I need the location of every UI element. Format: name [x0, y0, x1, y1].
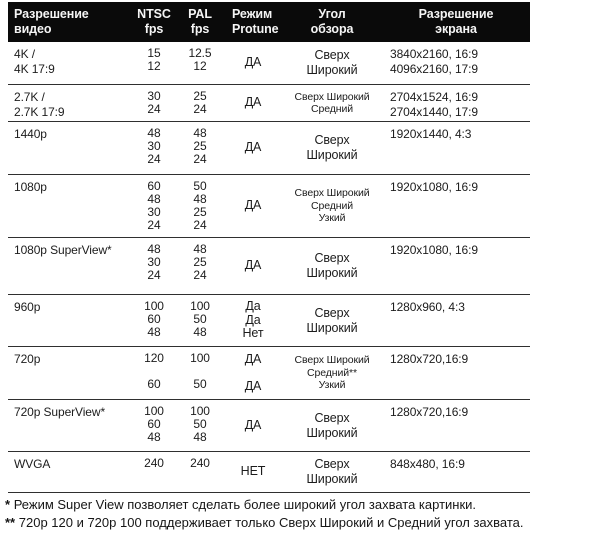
header-protune-mode: Режим Protune — [232, 7, 279, 36]
table-row-720p-superview: 720p SuperView* 100 60 48 100 50 48 ДА С… — [8, 400, 530, 452]
footnote-text: 720p 120 и 720p 100 поддерживает только … — [18, 515, 524, 530]
cell-resolution: 4K / 4K 17:9 — [14, 47, 55, 76]
cell-field-of-view: Сверх Широкий — [306, 305, 358, 335]
cell-resolution: 1080p SuperView* — [14, 243, 112, 257]
cell-screen-resolution: 3840x2160, 16:9 4096x2160, 17:9 — [390, 47, 478, 76]
footnote-superview: * Режим Super View позволяет сделать бол… — [5, 496, 599, 514]
cell-protune: НЕТ — [240, 464, 266, 479]
cell-ntsc-fps: 100 60 48 — [144, 299, 164, 339]
cell-pal-fps: 48 25 24 — [193, 126, 207, 166]
cell-resolution: WVGA — [14, 457, 51, 471]
cell-ntsc-fps: 15 12 — [147, 46, 161, 73]
cell-protune: ДА — [244, 258, 262, 273]
cell-pal-fps: 100 50 48 — [190, 299, 210, 339]
header-video-resolution: Разрешение видео — [14, 7, 89, 36]
cell-ntsc-fps: 48 30 24 — [147, 242, 161, 282]
table-row-1440p: 1440p 48 30 24 48 25 24 ДА Сверх Широкий… — [8, 122, 530, 175]
cell-protune: ДА — [244, 55, 262, 70]
cell-pal-fps: 100 50 48 — [190, 404, 210, 444]
table-row-720p: 720p 120 60 100 50 ДА ДА Сверх Широкий С… — [8, 347, 530, 400]
cell-protune: Да Да Нет — [242, 299, 264, 341]
footnotes: * Режим Super View позволяет сделать бол… — [5, 496, 599, 532]
cell-field-of-view: Сверх Широкий Средний** Узкий — [294, 354, 370, 392]
cell-pal-fps: 48 25 24 — [193, 242, 207, 282]
table-row-2-7k: 2.7K / 2.7K 17:9 30 24 25 24 ДА Сверх Ши… — [8, 85, 530, 122]
cell-screen-resolution: 2704x1524, 16:9 2704x1440, 17:9 — [390, 90, 478, 119]
cell-protune: ДА ДА — [244, 351, 262, 393]
cell-field-of-view: Сверх Широкий — [306, 251, 358, 280]
header-field-of-view: Угол обзора — [310, 7, 354, 36]
cell-resolution: 2.7K / 2.7K 17:9 — [14, 90, 65, 119]
cell-screen-resolution: 1920x1080, 16:9 — [390, 243, 478, 257]
cell-resolution: 1080p — [14, 180, 47, 194]
cell-pal-fps: 100 50 — [190, 351, 210, 391]
cell-field-of-view: Сверх Широкий — [306, 133, 358, 162]
cell-ntsc-fps: 240 — [144, 456, 164, 470]
cell-screen-resolution: 1280x720,16:9 — [390, 405, 469, 419]
cell-screen-resolution: 1280x720,16:9 — [390, 352, 469, 366]
table-row-1080p-superview: 1080p SuperView* 48 30 24 48 25 24 ДА Св… — [8, 238, 530, 295]
cell-field-of-view: Сверх Широкий — [306, 410, 358, 440]
cell-protune: ДА — [244, 417, 262, 432]
cell-pal-fps: 12.5 12 — [188, 46, 212, 73]
cell-ntsc-fps: 120 60 — [144, 351, 164, 391]
cell-resolution: 720p SuperView* — [14, 405, 106, 419]
cell-ntsc-fps: 100 60 48 — [144, 404, 164, 444]
cell-screen-resolution: 1920x1080, 16:9 — [390, 180, 478, 194]
cell-screen-resolution: 1280x960, 4:3 — [390, 300, 465, 314]
footnote-text: Режим Super View позволяет сделать более… — [13, 497, 477, 512]
cell-field-of-view: Сверх Широкий — [306, 48, 358, 77]
video-modes-table: Разрешение видео NTSC fps PAL fps Режим … — [8, 2, 530, 493]
table-row-960p: 960p 100 60 48 100 50 48 Да Да Нет Сверх… — [8, 295, 530, 347]
footnote-marker: * — [5, 497, 11, 512]
cell-pal-fps: 240 — [190, 456, 210, 470]
table-row-wvga: WVGA 240 240 НЕТ Сверх Широкий 848x480, … — [8, 452, 530, 493]
cell-ntsc-fps: 60 48 30 24 — [147, 179, 161, 232]
cell-screen-resolution: 1920x1440, 4:3 — [390, 127, 472, 141]
table-header-row: Разрешение видео NTSC fps PAL fps Режим … — [8, 2, 530, 42]
cell-screen-resolution: 848x480, 16:9 — [390, 457, 465, 471]
table-row-1080p: 1080p 60 48 30 24 50 48 25 24 ДА Сверх Ш… — [8, 175, 530, 238]
cell-resolution: 1440p — [14, 127, 47, 141]
cell-ntsc-fps: 48 30 24 — [147, 126, 161, 166]
cell-field-of-view: Сверх Широкий Средний — [294, 90, 370, 116]
cell-ntsc-fps: 30 24 — [147, 89, 161, 116]
cell-protune: ДА — [244, 95, 262, 110]
cell-pal-fps: 25 24 — [193, 89, 207, 116]
cell-field-of-view: Сверх Широкий — [306, 457, 358, 486]
header-ntsc-fps: NTSC fps — [137, 7, 171, 36]
cell-resolution: 720p — [14, 352, 41, 366]
footnote-marker: ** — [5, 515, 16, 530]
footnote-720p-fov: ** 720p 120 и 720p 100 поддерживает толь… — [5, 514, 599, 532]
cell-protune: ДА — [244, 140, 262, 155]
header-screen-resolution: Разрешение экрана — [418, 7, 494, 36]
header-pal-fps: PAL fps — [188, 7, 212, 36]
cell-resolution: 960p — [14, 300, 41, 314]
cell-pal-fps: 50 48 25 24 — [193, 179, 207, 232]
table-row-4k: 4K / 4K 17:9 15 12 12.5 12 ДА Сверх Широ… — [8, 42, 530, 85]
cell-field-of-view: Сверх Широкий Средний Узкий — [294, 187, 370, 225]
cell-protune: ДА — [244, 198, 262, 213]
